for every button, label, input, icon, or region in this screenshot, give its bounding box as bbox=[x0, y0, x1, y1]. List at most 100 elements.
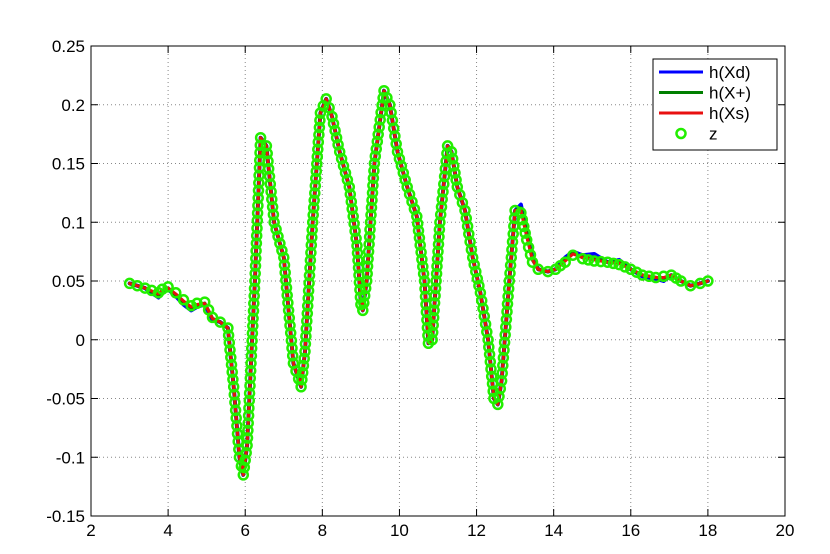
z-marker bbox=[249, 275, 261, 287]
x-tick-label: 20 bbox=[776, 521, 795, 540]
z-marker bbox=[345, 195, 358, 208]
z-marker bbox=[595, 255, 607, 268]
z-marker bbox=[496, 367, 508, 379]
z-marker bbox=[497, 359, 509, 372]
z-marker bbox=[625, 263, 637, 276]
z-marker bbox=[222, 329, 235, 342]
z-marker bbox=[498, 336, 511, 349]
z-marker bbox=[268, 216, 280, 229]
legend-label: h(Xd) bbox=[709, 63, 751, 82]
z-marker bbox=[516, 213, 529, 226]
z-marker bbox=[243, 394, 256, 407]
z-marker bbox=[372, 128, 384, 141]
y-tick-label: 0.25 bbox=[52, 37, 85, 56]
z-marker bbox=[286, 342, 298, 354]
y-tick-label: 0.15 bbox=[52, 155, 85, 174]
z-marker bbox=[471, 272, 484, 285]
z-marker bbox=[351, 240, 363, 252]
z-marker bbox=[343, 181, 356, 193]
z-marker bbox=[429, 282, 442, 295]
z-marker bbox=[227, 373, 239, 386]
z-marker bbox=[373, 121, 385, 133]
z-marker bbox=[280, 281, 293, 294]
z-marker bbox=[306, 231, 318, 244]
z-marker bbox=[432, 245, 444, 258]
z-marker bbox=[374, 114, 386, 126]
z-marker bbox=[397, 167, 410, 179]
z-marker bbox=[303, 277, 315, 289]
z-marker bbox=[301, 307, 314, 320]
z-marker bbox=[395, 160, 408, 172]
z-marker bbox=[427, 311, 440, 324]
z-marker bbox=[247, 305, 260, 317]
z-marker bbox=[278, 259, 291, 271]
z-marker bbox=[214, 316, 226, 328]
z-marker bbox=[445, 146, 458, 158]
z-marker bbox=[243, 387, 256, 399]
z-marker bbox=[262, 155, 274, 167]
z-marker bbox=[582, 254, 595, 266]
x-tick-label: 12 bbox=[467, 521, 486, 540]
z-marker bbox=[245, 350, 258, 362]
z-marker bbox=[247, 320, 259, 332]
z-marker bbox=[298, 352, 310, 365]
z-marker bbox=[515, 207, 527, 219]
y-tick-label: -0.1 bbox=[56, 448, 85, 467]
z-marker bbox=[237, 469, 250, 481]
z-marker bbox=[431, 260, 443, 273]
z-marker bbox=[305, 239, 318, 251]
z-marker bbox=[437, 185, 449, 198]
z-marker bbox=[249, 267, 261, 280]
z-marker bbox=[301, 300, 314, 312]
z-marker bbox=[286, 349, 299, 362]
x-tick-label: 10 bbox=[390, 521, 409, 540]
z-marker bbox=[297, 359, 310, 372]
z-marker bbox=[313, 129, 325, 141]
z-marker bbox=[412, 224, 425, 237]
z-marker bbox=[242, 424, 254, 437]
z-marker bbox=[304, 262, 316, 274]
z-marker bbox=[332, 138, 344, 151]
z-marker bbox=[226, 366, 238, 378]
z-marker bbox=[601, 256, 614, 268]
z-marker bbox=[296, 366, 309, 379]
z-marker bbox=[250, 237, 263, 250]
z-marker bbox=[306, 224, 318, 236]
z-marker bbox=[240, 447, 252, 459]
z-marker bbox=[366, 187, 379, 199]
z-marker bbox=[364, 223, 376, 236]
z-marker bbox=[415, 246, 427, 259]
z-marker bbox=[434, 208, 447, 221]
z-marker bbox=[299, 338, 312, 350]
z-marker bbox=[306, 216, 319, 229]
z-marker bbox=[416, 253, 428, 266]
z-marker bbox=[326, 110, 338, 123]
z-marker bbox=[222, 322, 234, 334]
z-marker bbox=[363, 238, 375, 251]
z-marker bbox=[446, 153, 459, 165]
z-marker bbox=[252, 184, 265, 197]
z-marker bbox=[248, 290, 260, 302]
z-marker bbox=[330, 131, 343, 144]
legend-swatch-z bbox=[675, 127, 687, 140]
z-marker bbox=[348, 217, 360, 230]
series-markers-z bbox=[123, 84, 714, 481]
z-marker bbox=[247, 312, 259, 325]
z-marker bbox=[362, 253, 374, 265]
z-marker bbox=[438, 170, 451, 183]
z-marker bbox=[156, 283, 169, 295]
z-marker bbox=[497, 352, 510, 364]
z-marker bbox=[436, 193, 448, 206]
z-marker bbox=[276, 244, 288, 257]
z-marker bbox=[281, 289, 293, 302]
legend-box bbox=[652, 58, 778, 151]
z-marker bbox=[367, 172, 380, 184]
z-marker bbox=[630, 266, 643, 278]
legend-label: z bbox=[709, 125, 718, 144]
z-marker bbox=[250, 252, 262, 265]
z-marker bbox=[254, 131, 267, 144]
z-marker bbox=[310, 172, 322, 185]
x-tick-label: 14 bbox=[544, 521, 563, 540]
z-marker bbox=[526, 256, 539, 268]
z-marker bbox=[253, 177, 265, 189]
